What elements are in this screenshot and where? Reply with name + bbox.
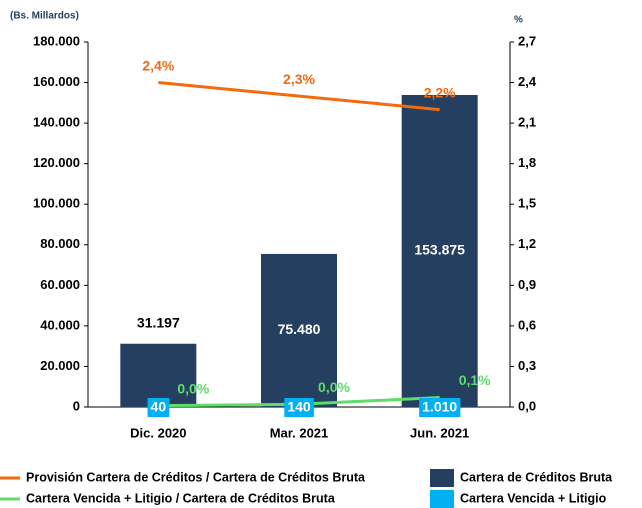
y-unit-label: (Bs. Millardos) (10, 11, 79, 22)
y2-tick-label: 1,8 (518, 155, 536, 170)
y-tick-label: 60.000 (40, 277, 80, 292)
data-label: 2,4% (142, 57, 174, 73)
data-label-box (284, 398, 314, 417)
data-label: 0,0% (177, 380, 209, 396)
y2-tick-label: 2,4 (518, 74, 537, 89)
data-label: 153.875 (414, 242, 465, 258)
y-tick-label: 160.000 (33, 74, 80, 89)
legend-swatch (430, 490, 454, 508)
legend-label: Cartera de Créditos Bruta (460, 470, 613, 484)
y2-unit-label: % (514, 15, 523, 26)
data-label-box (147, 398, 170, 417)
y2-tick-label: 2,1 (518, 115, 536, 130)
y-tick-label: 120.000 (33, 155, 80, 170)
line (158, 81, 440, 112)
legend-label: Provisión Cartera de Créditos / Cartera … (26, 470, 366, 484)
bar (401, 94, 478, 407)
y2-tick-label: 0,6 (518, 317, 536, 332)
data-label: 2,2% (424, 84, 456, 100)
data-label: 75.480 (278, 321, 321, 337)
y-tick-label: 40.000 (40, 317, 80, 332)
bar (120, 343, 197, 407)
x-tick-label: Mar. 2021 (270, 425, 329, 440)
data-label: 2,3% (283, 71, 315, 87)
legend-swatch (430, 469, 454, 487)
y-tick-label: 180.000 (33, 33, 80, 48)
y-tick-label: 0 (73, 398, 80, 413)
y2-tick-label: 0,9 (518, 277, 536, 292)
data-label: 40 (151, 399, 167, 415)
x-tick-label: Dic. 2020 (130, 425, 186, 440)
data-label: 0,1% (459, 372, 491, 388)
y2-tick-label: 1,2 (518, 236, 536, 251)
data-label: 31.197 (137, 314, 180, 330)
y2-tick-label: 2,7 (518, 33, 536, 48)
y-tick-label: 140.000 (33, 115, 80, 130)
legend-label: Cartera Vencida + Litigio / Cartera de C… (26, 491, 336, 505)
y2-tick-label: 0,0 (518, 398, 536, 413)
data-label: 1.010 (422, 399, 457, 415)
x-tick-label: Jun. 2021 (410, 425, 469, 440)
data-label-box (419, 398, 461, 417)
data-label: 0,0% (318, 379, 350, 395)
legend-label: Cartera Vencida + Litigio (460, 491, 607, 505)
y-tick-label: 20.000 (40, 358, 80, 373)
data-label: 140 (287, 399, 311, 415)
y-tick-label: 80.000 (40, 236, 80, 251)
y-tick-label: 100.000 (33, 196, 80, 211)
y2-tick-label: 0,3 (518, 358, 536, 373)
y2-tick-label: 1,5 (518, 196, 536, 211)
bar (261, 253, 337, 407)
